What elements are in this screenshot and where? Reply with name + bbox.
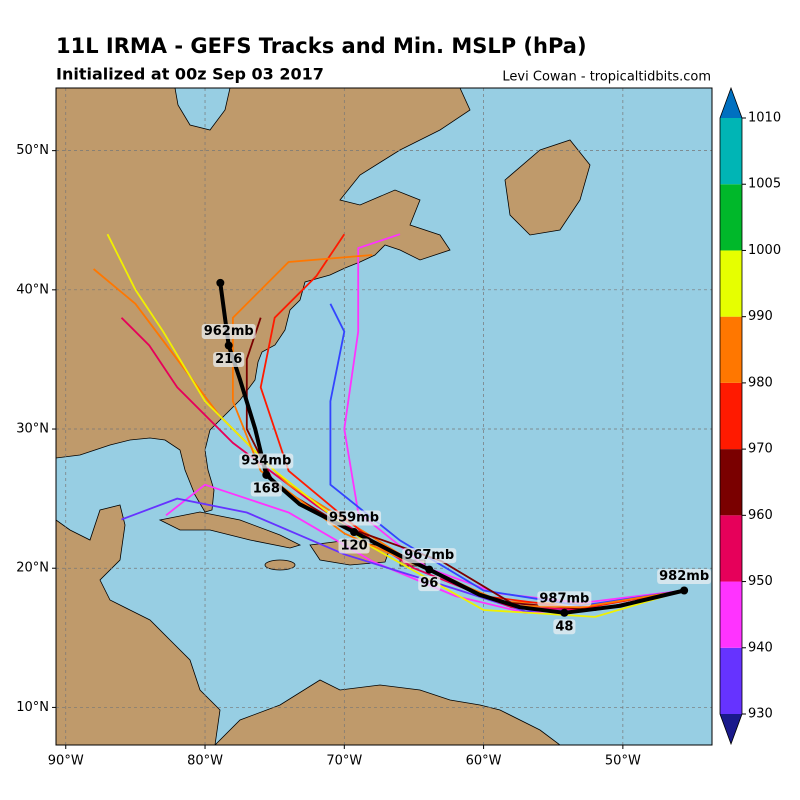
track-label: 168 <box>253 481 280 496</box>
track-label: 934mb <box>241 453 291 468</box>
colorbar-band <box>720 449 742 516</box>
member-track <box>106 233 685 618</box>
lon-tick-label: 90°W <box>48 754 84 769</box>
lat-tick-label: 30°N <box>16 422 49 437</box>
colorbar-band <box>720 647 742 714</box>
colorbar-label: 1000 <box>748 243 781 258</box>
track-label: 216 <box>215 352 242 367</box>
colorbar-label: 960 <box>748 508 773 523</box>
title: 11L IRMA - GEFS Tracks and Min. MSLP (hP… <box>56 34 587 58</box>
colorbar-label: 990 <box>748 309 773 324</box>
lon-tick-label: 80°W <box>187 754 223 769</box>
land <box>56 88 591 745</box>
colorbar-label: 1010 <box>748 111 781 126</box>
lon-tick-label: 70°W <box>326 754 362 769</box>
label-box <box>657 568 712 584</box>
track-label: 982mb <box>659 569 709 584</box>
colorbar-extend-low <box>720 714 742 744</box>
member-track <box>120 317 685 611</box>
colorbar-band <box>720 581 742 648</box>
colorbar-label: 940 <box>748 640 773 655</box>
track-label: 959mb <box>329 511 379 526</box>
track-label: 120 <box>340 539 367 554</box>
lat-tick-label: 50°N <box>16 143 49 158</box>
label-box <box>402 548 457 564</box>
colorbar-band <box>720 184 742 251</box>
colorbar-band <box>720 382 742 450</box>
colorbar-label: 950 <box>748 574 773 589</box>
lat-tick-label: 10°N <box>16 700 49 715</box>
track-point <box>216 278 225 287</box>
track-point <box>680 586 689 595</box>
colorbar-band <box>720 118 742 185</box>
label-box <box>250 481 282 497</box>
track-point <box>425 565 434 574</box>
track-label: 967mb <box>404 548 454 563</box>
colorbar-band <box>720 515 742 582</box>
map-frame <box>55 87 713 746</box>
colorbar-label: 970 <box>748 442 773 457</box>
colorbar-label: 1005 <box>748 177 781 192</box>
colorbar-extend-high <box>720 88 742 118</box>
label-box <box>213 352 245 368</box>
lon-tick-label: 60°W <box>466 754 502 769</box>
track-point <box>262 470 271 479</box>
colorbar-band <box>720 316 742 383</box>
lat-tick-label: 40°N <box>16 282 49 297</box>
colorbar-label: 930 <box>748 707 773 722</box>
track-point <box>560 608 569 617</box>
mean-track <box>218 282 685 615</box>
track-point <box>350 528 359 537</box>
subtitle: Initialized at 00z Sep 03 2017 <box>56 65 324 84</box>
label-box <box>239 453 294 469</box>
label-box <box>418 576 441 592</box>
lon-tick-label: 50°W <box>605 754 641 769</box>
colorbar-band <box>720 250 742 317</box>
track-label: 96 <box>420 576 438 591</box>
label-box <box>553 619 576 635</box>
label-box <box>327 510 382 526</box>
track-label: 962mb <box>204 324 254 339</box>
track-label: 987mb <box>539 591 589 606</box>
label-box <box>201 324 256 340</box>
label-box <box>338 538 370 554</box>
credit: Levi Cowan - tropicaltidbits.com <box>502 70 711 85</box>
label-box <box>537 591 592 607</box>
track-label: 48 <box>555 619 573 634</box>
track-point <box>224 341 233 350</box>
member-track <box>232 254 685 609</box>
lat-tick-label: 20°N <box>16 561 49 576</box>
colorbar-label: 980 <box>748 375 773 390</box>
